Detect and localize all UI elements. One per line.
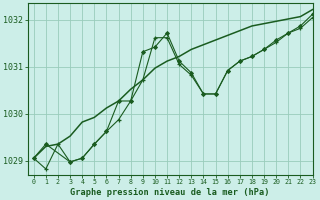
X-axis label: Graphe pression niveau de la mer (hPa): Graphe pression niveau de la mer (hPa) bbox=[70, 188, 270, 197]
